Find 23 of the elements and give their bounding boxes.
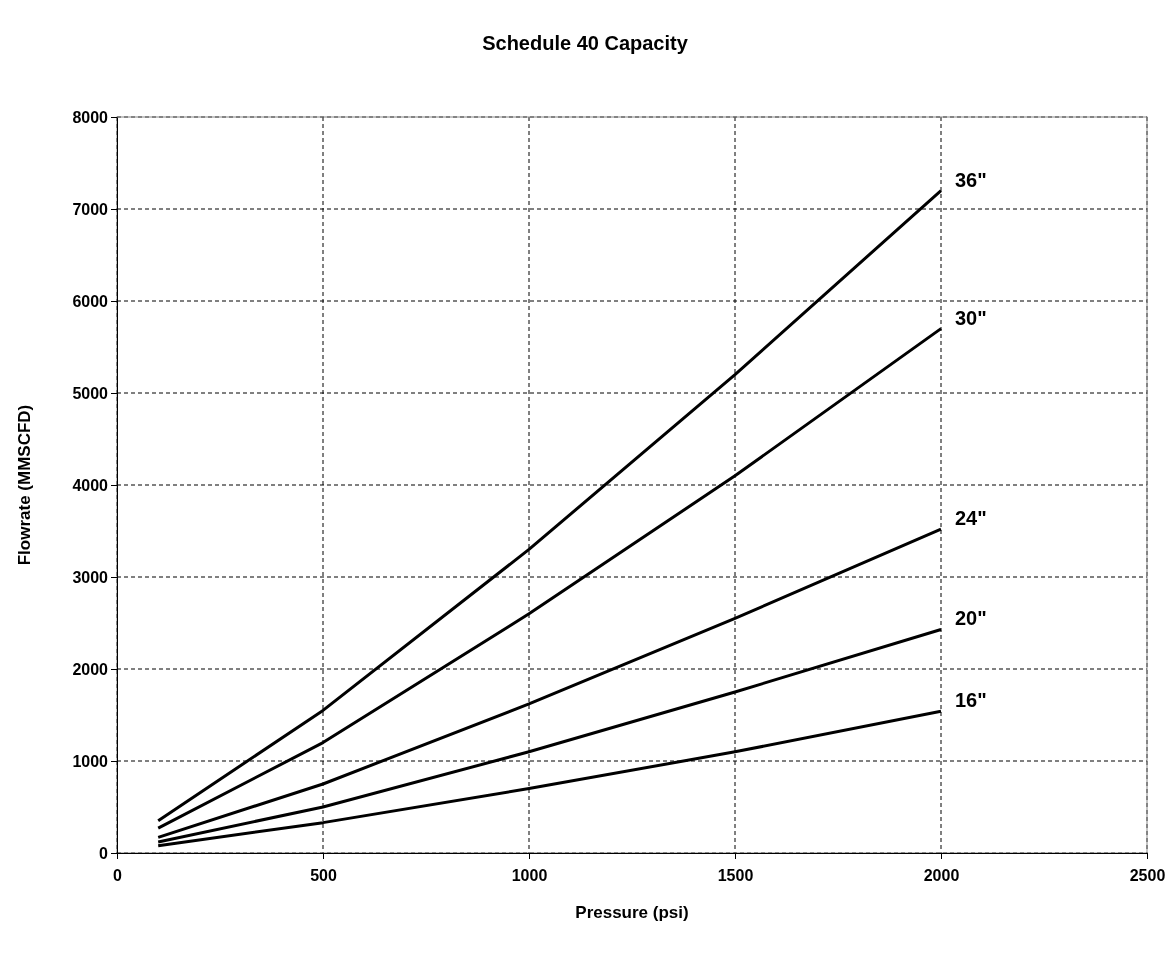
- x-tick-label: 0: [113, 867, 123, 885]
- y-tick-label: 4000: [72, 476, 109, 494]
- y-tick-label: 7000: [72, 200, 109, 218]
- y-tick-label: 3000: [72, 568, 109, 586]
- series-label: 20": [955, 607, 987, 630]
- series-label: 30": [955, 306, 987, 329]
- x-tick-label: 1500: [717, 867, 754, 885]
- x-tick-label: 2500: [1129, 867, 1166, 885]
- y-tick-label: 2000: [72, 660, 109, 678]
- x-axis-title: Pressure (psi): [575, 903, 689, 922]
- series-label: 36": [955, 168, 987, 191]
- y-tick-label: 6000: [72, 292, 109, 310]
- y-tick-label: 1000: [72, 752, 109, 770]
- y-tick-label: 0: [99, 844, 109, 862]
- series-label: 16": [955, 689, 987, 712]
- x-tick-label: 500: [310, 867, 337, 885]
- series-label: 24": [955, 507, 987, 530]
- x-tick-label: 1000: [511, 867, 548, 885]
- chart-title: Schedule 40 Capacity: [482, 32, 689, 54]
- y-tick-label: 8000: [72, 108, 109, 126]
- y-axis-title: Flowrate (MMSCFD): [15, 404, 34, 566]
- y-tick-label: 5000: [72, 384, 109, 402]
- x-tick-label: 2000: [923, 867, 960, 885]
